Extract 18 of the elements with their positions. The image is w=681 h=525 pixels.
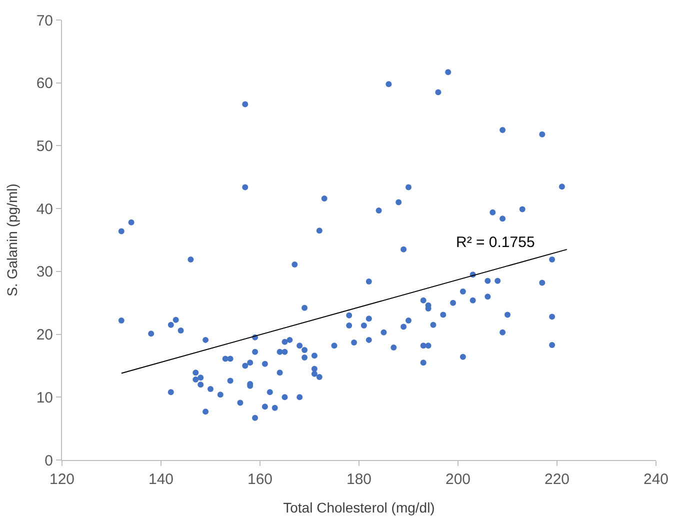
x-tick-label: 140 xyxy=(148,471,174,488)
y-tick-label: 60 xyxy=(36,75,53,92)
x-axis-title: Total Cholesterol (mg/dl) xyxy=(283,499,435,516)
y-tick-label: 0 xyxy=(44,452,53,470)
y-tick-label: 10 xyxy=(36,389,53,406)
x-tick-label: 240 xyxy=(643,471,669,488)
y-tick-label: 20 xyxy=(36,326,53,344)
y-tick-label: 40 xyxy=(36,200,53,218)
x-tick-label: 120 xyxy=(49,471,75,488)
x-tick-label: 180 xyxy=(346,471,372,488)
y-tick-label: 30 xyxy=(36,264,53,281)
y-tick-label: 70 xyxy=(36,12,53,30)
annotation: R² = 0.1755 xyxy=(456,234,535,251)
x-tick-label: 200 xyxy=(445,471,471,488)
y-tick-label: 50 xyxy=(36,138,53,155)
y-axis-title: S. Galanin (pg/ml) xyxy=(4,184,20,296)
x-tick-label: 220 xyxy=(544,471,570,488)
x-tick-label: 160 xyxy=(247,471,273,488)
